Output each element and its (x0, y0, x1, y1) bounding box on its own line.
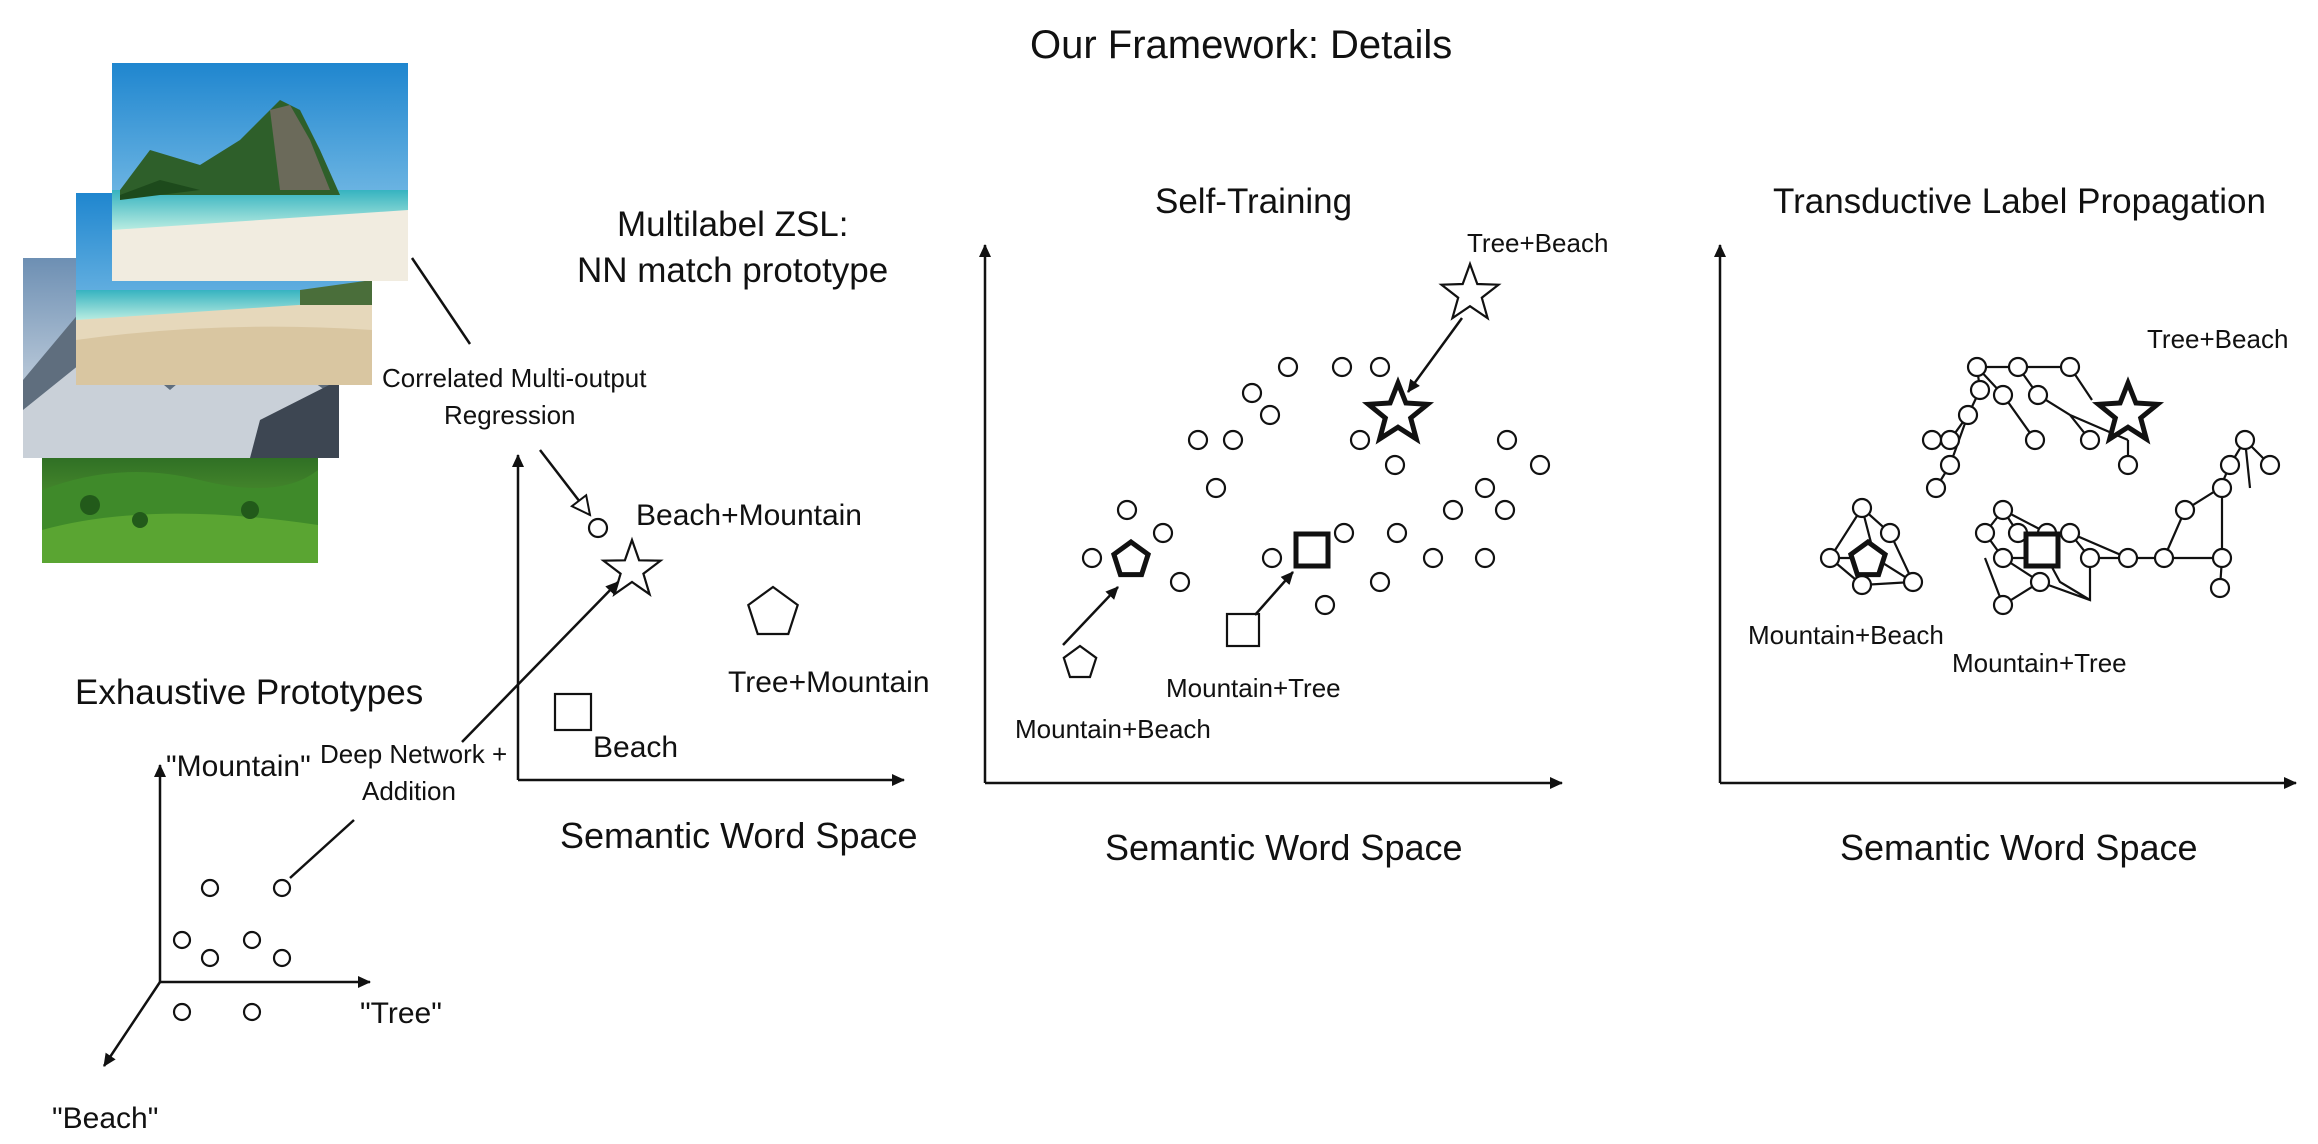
regressed-point (587, 517, 609, 539)
transductive-points (1819, 356, 2281, 616)
page-title: Our Framework: Details (1030, 23, 1452, 67)
axis-tree-label: "Tree" (360, 997, 442, 1030)
beach-axis (102, 981, 162, 1067)
multilabel-heading-line2: NN match prototype (577, 251, 888, 290)
axis-beach-label: "Beach" (52, 1102, 158, 1135)
self-training-heading: Self-Training (1155, 182, 1352, 221)
beach-square (553, 692, 593, 732)
transductive-star (2091, 376, 2165, 445)
beach-mountain-star (600, 536, 664, 598)
self-training-square-arrow (1254, 571, 1294, 616)
self-training-star-initial (1438, 260, 1502, 321)
deep-network-label-line2: Addition (362, 776, 456, 806)
self-training-label-mountain-beach: Mountain+Beach (1015, 714, 1211, 744)
transductive-heading: Transductive Label Propagation (1773, 182, 2266, 221)
multilabel-heading-line1: Multilabel ZSL: (617, 205, 848, 244)
transductive-label-mountain-beach: Mountain+Beach (1748, 620, 1944, 650)
photo-stack (23, 63, 472, 563)
axis-mountain-label: "Mountain" (166, 750, 311, 783)
self-training-square-initial (1225, 612, 1261, 648)
self-training-panel: Self-Training (979, 182, 1608, 868)
self-training-pentagon-arrow (1062, 586, 1119, 646)
self-training-star-refined (1361, 376, 1435, 445)
exhaustive-prototypes-panel: Exhaustive Prototypes "Mountain" "Tree" … (52, 673, 442, 1135)
transductive-label-mountain-tree: Mountain+Tree (1952, 648, 2127, 678)
regression-label-line2: Regression (444, 400, 576, 430)
transductive-panel: Transductive Label Propagation (1714, 182, 2297, 868)
prototype-points (172, 878, 292, 1022)
deep-network-label-line1: Deep Network + (320, 739, 507, 769)
propagation-edges (1828, 365, 2271, 607)
deep-network-arrow (461, 581, 619, 743)
self-training-points (1081, 356, 1551, 616)
transductive-axis-label: Semantic Word Space (1840, 827, 2198, 868)
self-training-label-tree-beach: Tree+Beach (1467, 228, 1608, 258)
multilabel-zsl-panel: Multilabel ZSL: NN match prototype Beach… (512, 205, 930, 856)
regression-label-line1: Correlated Multi-output (382, 363, 647, 393)
photo-tropical-beach (112, 63, 408, 281)
self-training-star-arrow (1406, 317, 1464, 393)
self-training-axis-label: Semantic Word Space (1105, 827, 1463, 868)
label-beach-mountain: Beach+Mountain (636, 499, 862, 532)
photo-green-hills (42, 455, 318, 563)
exhaustive-heading: Exhaustive Prototypes (75, 673, 423, 712)
multilabel-axis-label: Semantic Word Space (560, 815, 918, 856)
self-training-pentagon-initial (1062, 644, 1098, 679)
transductive-pentagon (1847, 538, 1889, 578)
regression-arrow (539, 449, 590, 515)
self-training-label-mountain-tree: Mountain+Tree (1166, 673, 1341, 703)
transductive-square (2023, 531, 2061, 569)
transductive-label-tree-beach: Tree+Beach (2147, 324, 2288, 354)
label-tree-mountain: Tree+Mountain (728, 666, 930, 699)
label-beach: Beach (593, 731, 678, 764)
self-training-square-refined (1293, 531, 1331, 569)
self-training-pentagon-refined (1110, 538, 1152, 578)
tree-mountain-pentagon (747, 585, 799, 636)
